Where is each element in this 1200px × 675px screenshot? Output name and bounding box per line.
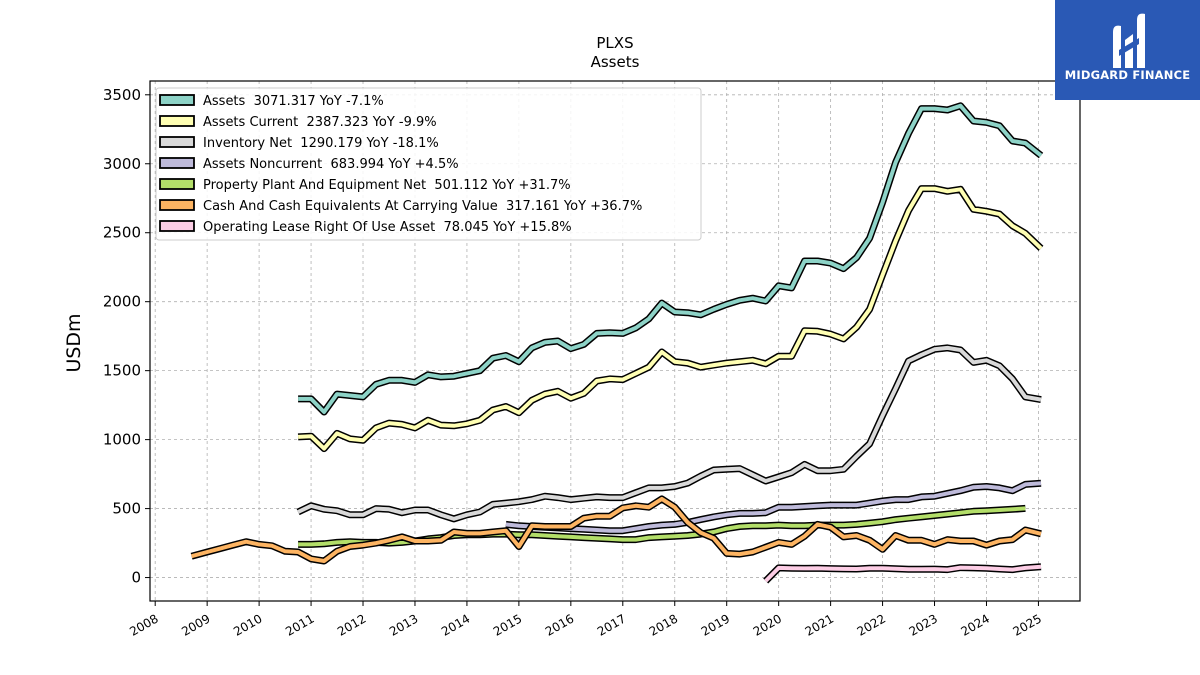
y-tick-label: 2000 — [103, 293, 141, 311]
x-tick-label: 2013 — [387, 611, 420, 638]
legend-label: Cash And Cash Equivalents At Carrying Va… — [203, 199, 642, 214]
x-tick-label: 2024 — [959, 611, 992, 638]
legend-label: Property Plant And Equipment Net 501.112… — [203, 178, 571, 193]
y-tick-label: 3000 — [103, 155, 141, 173]
brand-logo: MIDGARD FINANCE — [1055, 0, 1200, 100]
series-line-operating-lease-right-of-use-asset — [764, 564, 1042, 583]
y-tick-label: 0 — [131, 569, 141, 587]
x-tick-label: 2012 — [335, 611, 368, 638]
x-tick-label: 2019 — [699, 611, 732, 638]
legend-swatch — [159, 136, 195, 148]
x-tick-label: 2017 — [595, 611, 628, 638]
x-tick-label: 2020 — [751, 611, 784, 638]
series-line-assets-current — [297, 186, 1043, 451]
series-line-inventory-net — [297, 345, 1042, 521]
plot-frame — [149, 80, 1081, 602]
legend-label: Inventory Net 1290.179 YoY -18.1% — [203, 136, 439, 151]
x-tick-label: 2015 — [491, 611, 524, 638]
y-axis-label: USDm — [63, 313, 85, 372]
x-tick-label: 2016 — [543, 611, 576, 638]
x-tick-label: 2008 — [127, 611, 160, 638]
legend-label: Assets Noncurrent 683.994 YoY +4.5% — [203, 157, 459, 172]
legend-swatch — [159, 157, 195, 169]
legend-swatch — [159, 94, 195, 106]
legend-label: Operating Lease Right Of Use Asset 78.04… — [203, 220, 572, 235]
x-tick-label: 2022 — [855, 611, 888, 638]
y-tick-label: 2500 — [103, 224, 141, 242]
x-axis-ticks: 2008 2009 2010 2011 2012 2013 2014 2015 2016 2017… — [127, 601, 1044, 639]
y-tick-label: 1500 — [103, 362, 141, 380]
legend-swatch — [159, 115, 195, 127]
legend-swatch — [159, 199, 195, 211]
logo-icon — [1113, 13, 1145, 69]
x-tick-label: 2011 — [283, 611, 316, 638]
series-line-assets — [298, 103, 1043, 414]
y-axis-ticks: 0 500 1000 1500 2000 2500 3000 3500 — [103, 86, 150, 587]
x-tick-label: 2023 — [907, 611, 940, 638]
series-lines — [190, 102, 1044, 584]
brand-name: MIDGARD FINANCE — [1064, 68, 1191, 82]
legend: Assets 3071.317 YoY -7.1% Assets Current … — [155, 87, 702, 241]
chart-subtitle: Assets — [591, 53, 640, 71]
x-tick-label: 2014 — [439, 611, 472, 638]
x-tick-label: 2009 — [179, 611, 212, 638]
legend-swatch — [159, 220, 195, 232]
legend-label: Assets 3071.317 YoY -7.1% — [203, 94, 384, 109]
y-tick-label: 1000 — [103, 431, 141, 449]
y-tick-label: 3500 — [103, 86, 141, 104]
x-tick-label: 2021 — [803, 611, 836, 638]
series-line-assets-noncurrent — [505, 481, 1042, 533]
x-tick-label: 2010 — [231, 611, 264, 638]
legend-box — [155, 87, 702, 241]
y-tick-label: 500 — [112, 500, 141, 518]
x-tick-label: 2025 — [1010, 611, 1043, 638]
x-tick-label: 2018 — [647, 611, 680, 638]
chart-title: PLXS — [596, 34, 633, 52]
series-line-cash-and-cash-equivalents-at-carrying-value — [191, 496, 1042, 563]
legend-label: Assets Current 2387.323 YoY -9.9% — [203, 115, 437, 130]
legend-swatch — [159, 178, 195, 190]
